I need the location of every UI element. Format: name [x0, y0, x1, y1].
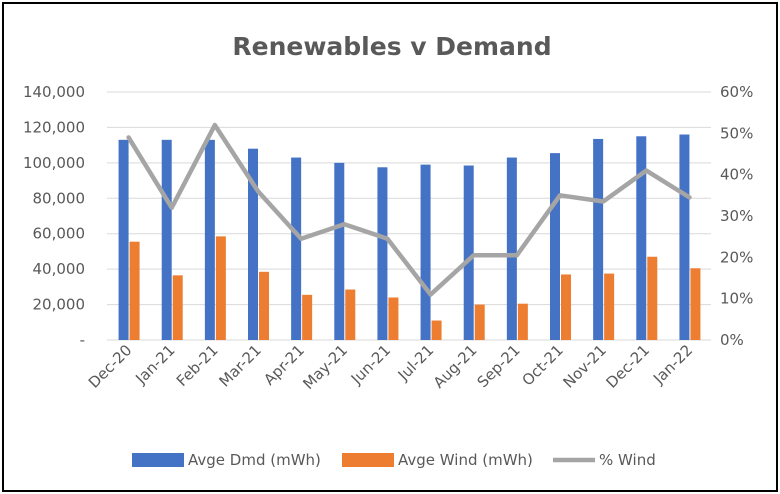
bar-demand — [204, 139, 215, 340]
legend-label: Avge Wind (mWh) — [398, 451, 533, 469]
x-tick-label: Sep-21 — [474, 341, 524, 391]
x-tick-label: Jun-21 — [347, 341, 394, 388]
bar-demand — [248, 148, 258, 340]
bar-wind — [259, 271, 269, 340]
bar-wind — [690, 268, 701, 340]
line-marks — [126, 122, 692, 297]
x-tick-label: Nov-21 — [560, 341, 610, 391]
x-axis-ticks: Dec-20Jan-21Feb-21Mar-21Apr-21May-21Jun-… — [85, 341, 696, 393]
y-left-tick-label: 100,000 — [23, 154, 85, 172]
y-left-tick-label: 80,000 — [33, 189, 86, 207]
bar-wind — [647, 256, 658, 340]
y-left-tick-label: 120,000 — [23, 118, 85, 136]
legend-label: Avge Dmd (mWh) — [188, 451, 321, 469]
y-left-tick-label: 40,000 — [33, 260, 86, 278]
bar-wind — [129, 241, 140, 340]
bar-demand — [506, 157, 517, 340]
gridlines — [107, 91, 711, 341]
bar-wind — [604, 273, 615, 340]
bar-demand — [679, 134, 690, 340]
bar-demand — [593, 138, 604, 340]
x-tick-label: Jan-22 — [649, 341, 696, 388]
bar-demand — [463, 165, 474, 340]
chart-svg: Renewables v Demand - 20,000 40,000 60,000 8… — [23, 32, 753, 469]
bar-wind — [517, 303, 528, 340]
bar-wind — [172, 275, 183, 340]
legend-swatch — [132, 453, 184, 467]
bar-wind — [474, 304, 485, 340]
x-tick-label: Dec-20 — [85, 341, 136, 392]
x-tick-label: May-21 — [299, 341, 351, 393]
bar-demand — [420, 164, 431, 340]
y-right-tick-label: 10% — [720, 290, 753, 308]
x-tick-label: Dec-21 — [603, 341, 654, 392]
left-axis-ticks: - 20,000 40,000 60,000 80,000 100,000 120,000 1… — [23, 83, 85, 349]
x-tick-label: Oct-21 — [518, 341, 566, 389]
right-axis-ticks: 0% 10% 20% 30% 40% 50% 60% — [720, 83, 753, 349]
y-right-tick-label: 60% — [720, 83, 753, 101]
bar-wind — [302, 294, 313, 340]
bar-demand — [636, 136, 647, 340]
chart-title: Renewables v Demand — [232, 32, 551, 61]
bar-marks — [118, 134, 701, 340]
x-tick-label: Mar-21 — [215, 341, 264, 390]
bar-wind — [431, 320, 442, 340]
legend-label: % Wind — [599, 451, 656, 469]
bar-wind — [345, 289, 356, 340]
bar-demand — [377, 167, 388, 340]
bar-demand — [291, 157, 302, 340]
x-tick-label: Jan-21 — [131, 341, 178, 388]
y-right-tick-label: 0% — [720, 331, 744, 349]
line-wind-percent — [126, 122, 692, 297]
bar-wind — [561, 274, 571, 340]
y-right-tick-label: 40% — [720, 166, 753, 184]
y-left-tick-label: - — [80, 331, 85, 349]
bar-wind — [388, 297, 399, 340]
bar-demand — [334, 162, 345, 340]
y-left-tick-label: 140,000 — [23, 83, 85, 101]
y-left-tick-label: 20,000 — [33, 296, 86, 314]
bar-wind — [215, 236, 226, 340]
bar-demand — [550, 153, 560, 340]
x-tick-label: Aug-21 — [430, 341, 481, 392]
legend: Avge Dmd (mWh) Avge Wind (mWh) % Wind — [132, 451, 656, 469]
bar-demand — [118, 139, 129, 340]
x-tick-label: Feb-21 — [173, 341, 222, 390]
y-left-tick-label: 60,000 — [33, 225, 86, 243]
bar-demand — [161, 139, 172, 340]
y-right-tick-label: 20% — [720, 248, 753, 266]
y-right-tick-label: 50% — [720, 124, 753, 142]
y-right-tick-label: 30% — [720, 207, 753, 225]
legend-swatch — [342, 453, 394, 467]
